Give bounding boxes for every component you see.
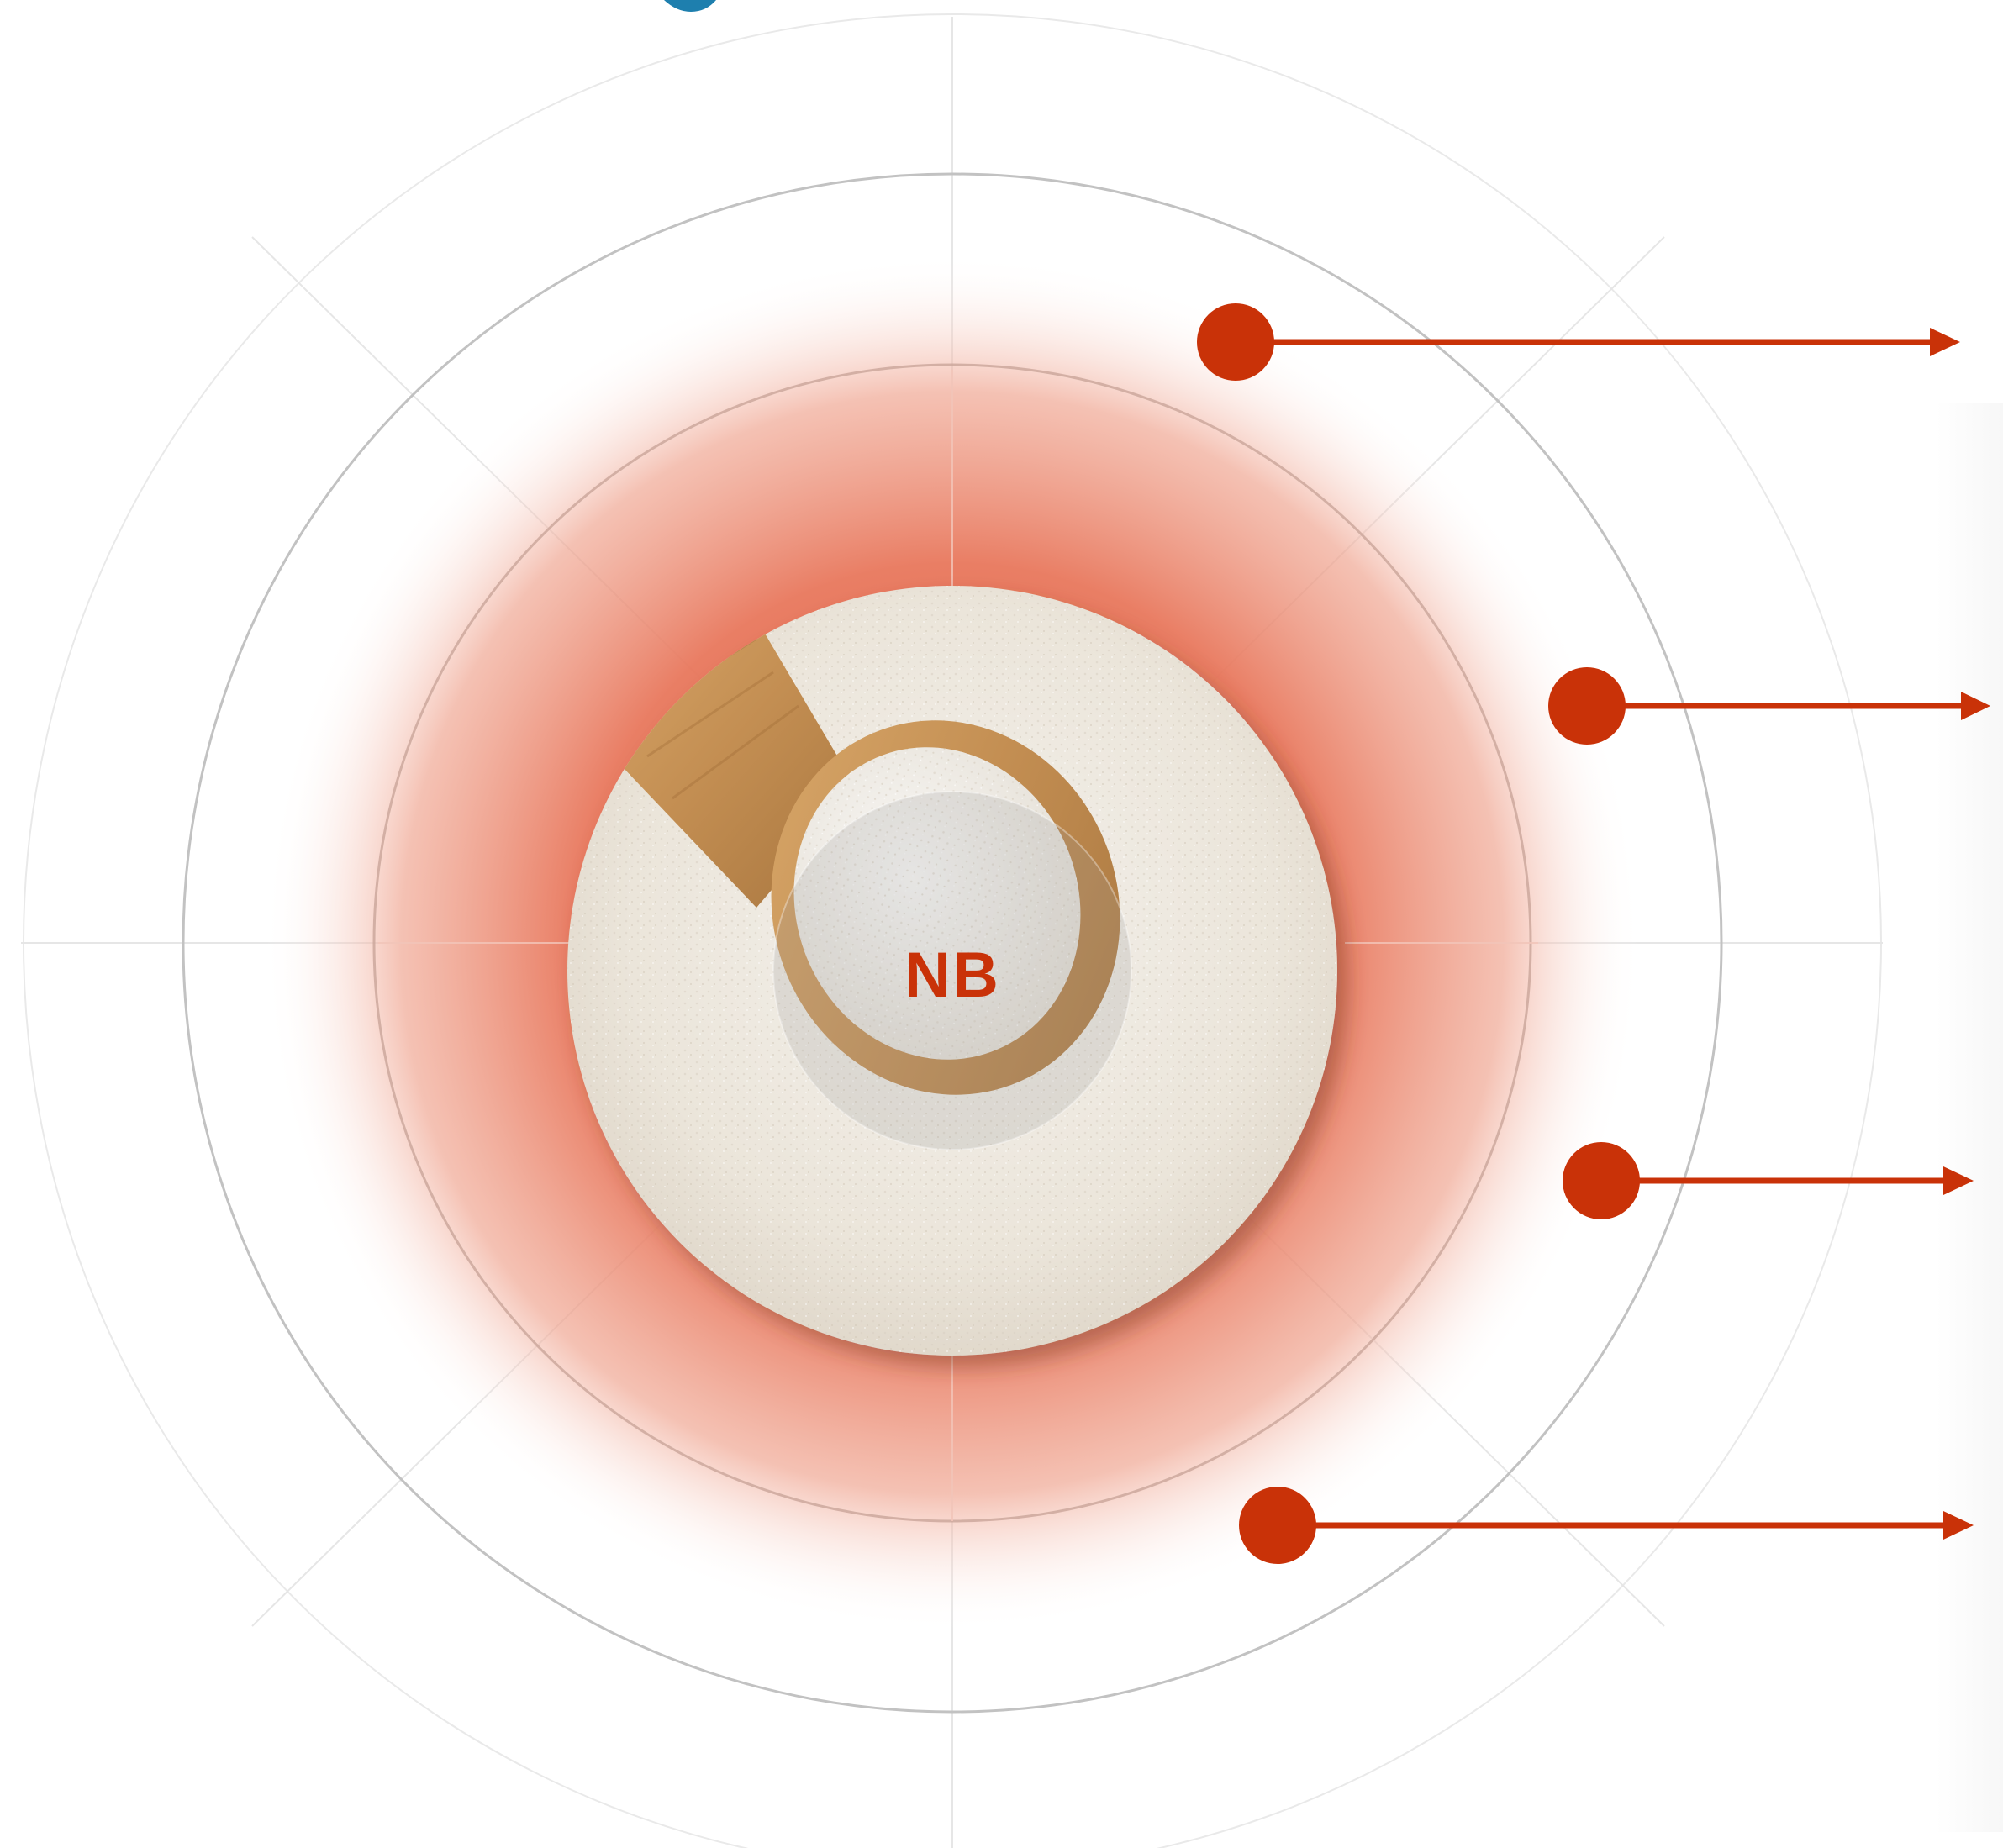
pointer-2 (1548, 667, 1990, 745)
pointer-4-dot (1239, 1487, 1316, 1564)
pointer-4 (1239, 1487, 1974, 1564)
middle-ring (182, 172, 1723, 1714)
right-edge-shade (1936, 403, 2003, 1832)
pointer-2-dot (1548, 667, 1626, 745)
pointer-3 (1563, 1142, 1974, 1219)
label-disc (773, 792, 1131, 1150)
pointer-1-dot (1197, 303, 1274, 381)
pointer-3-dot (1563, 1142, 1640, 1219)
center-label: NB (904, 940, 1000, 1011)
pointer-1 (1197, 303, 1960, 381)
title-fragment (664, 0, 716, 12)
